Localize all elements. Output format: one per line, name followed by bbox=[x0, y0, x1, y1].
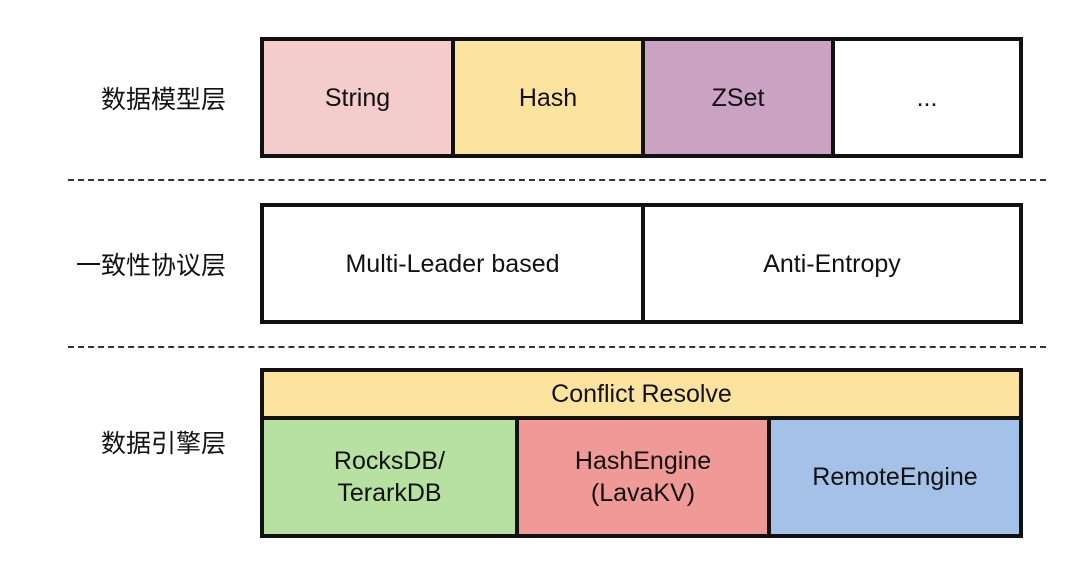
divider bbox=[68, 346, 1046, 348]
cell-rocksdb: RocksDB/ TerarkDB bbox=[260, 416, 519, 538]
cell-string: String bbox=[260, 37, 455, 158]
cell-line: RocksDB/ bbox=[333, 447, 446, 475]
conflict-resolve-bar: Conflict Resolve bbox=[260, 368, 1023, 420]
cell-zset: ZSet bbox=[641, 37, 835, 158]
layer-label-data-model: 数据模型层 bbox=[100, 85, 226, 114]
layer-label-consistency: 一致性协议层 bbox=[75, 251, 226, 280]
cell-anti-entropy: Anti-Entropy bbox=[641, 203, 1023, 324]
cell-line: TerarkDB bbox=[337, 479, 442, 507]
cell-remoteengine: RemoteEngine bbox=[767, 416, 1023, 538]
cell-hash: Hash bbox=[451, 37, 645, 158]
cell-line: HashEngine bbox=[574, 447, 712, 475]
layer-label-engine: 数据引擎层 bbox=[100, 429, 226, 458]
cell-multi-leader: Multi-Leader based bbox=[260, 203, 645, 324]
cell-hashengine: HashEngine (LavaKV) bbox=[515, 416, 771, 538]
cell-line: (LavaKV) bbox=[590, 479, 696, 507]
cell-more: ... bbox=[831, 37, 1023, 158]
divider bbox=[68, 179, 1046, 181]
